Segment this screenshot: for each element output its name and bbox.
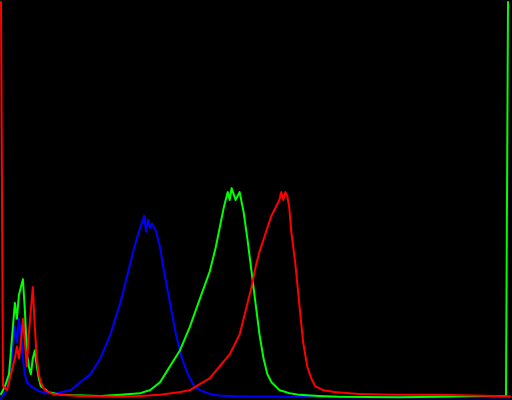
series-line-2 [0, 214, 511, 399]
